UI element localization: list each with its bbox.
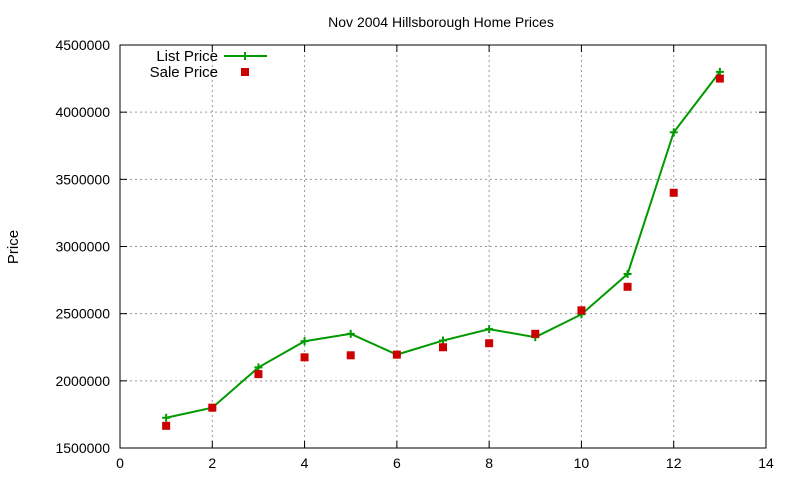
sale-price-point — [392, 350, 401, 359]
legend-label-list-price: List Price — [156, 48, 218, 65]
sale-price-point — [669, 188, 678, 197]
list-price-point — [254, 363, 263, 372]
list-price-point — [669, 128, 678, 137]
x-axis-ticks: 0 2 4 6 8 10 12 14 — [116, 45, 774, 471]
x-tick-label: 4 — [301, 455, 309, 471]
sale-price-point — [439, 343, 447, 352]
y-tick-label: 1500000 — [55, 440, 110, 456]
sale-price-point — [208, 403, 217, 412]
list-price-point — [623, 270, 632, 279]
legend-sale-price-marker — [241, 68, 249, 76]
y-tick-label: 2000000 — [55, 373, 110, 389]
legend-list-price-marker — [241, 52, 249, 60]
sale-price-point — [531, 329, 540, 338]
sale-price-point — [577, 306, 586, 315]
sale-price-point — [715, 74, 724, 83]
grid — [120, 45, 766, 448]
y-tick-label: 3500000 — [55, 171, 110, 187]
chart-title: Nov 2004 Hillsborough Home Prices — [328, 14, 554, 30]
y-tick-label: 2500000 — [55, 306, 110, 322]
y-axis-label: Price — [5, 230, 22, 264]
x-tick-label: 10 — [574, 455, 590, 471]
sale-price-point — [254, 370, 263, 379]
y-tick-label: 4500000 — [55, 37, 110, 53]
list-price-line — [165, 71, 721, 419]
legend: List Price Sale Price — [150, 48, 267, 81]
legend-label-sale-price: Sale Price — [150, 64, 218, 81]
y-tick-label: 4000000 — [55, 104, 110, 120]
y-axis-ticks: 1500000 2000000 2500000 3000000 3500000 40000… — [55, 37, 766, 456]
y-tick-label: 3000000 — [55, 239, 110, 255]
list-price-point — [485, 325, 494, 334]
plot-frame — [119, 44, 767, 449]
x-tick-label: 8 — [485, 455, 493, 471]
list-price-point — [162, 413, 171, 422]
list-price-point — [346, 329, 355, 338]
list-price-point — [715, 67, 724, 76]
x-tick-label: 0 — [116, 455, 124, 471]
sale-price-point — [485, 339, 494, 348]
sale-price-point — [300, 353, 309, 362]
sale-price-point — [623, 282, 632, 291]
list-price-point — [300, 337, 309, 346]
sale-price-point — [346, 351, 355, 360]
x-tick-label: 2 — [208, 455, 216, 471]
x-tick-label: 6 — [393, 455, 401, 471]
list-price-point — [439, 336, 447, 345]
x-tick-label: 14 — [758, 455, 774, 471]
sale-price-point — [162, 421, 171, 430]
series-layer — [162, 67, 724, 430]
x-tick-label: 12 — [666, 455, 682, 471]
